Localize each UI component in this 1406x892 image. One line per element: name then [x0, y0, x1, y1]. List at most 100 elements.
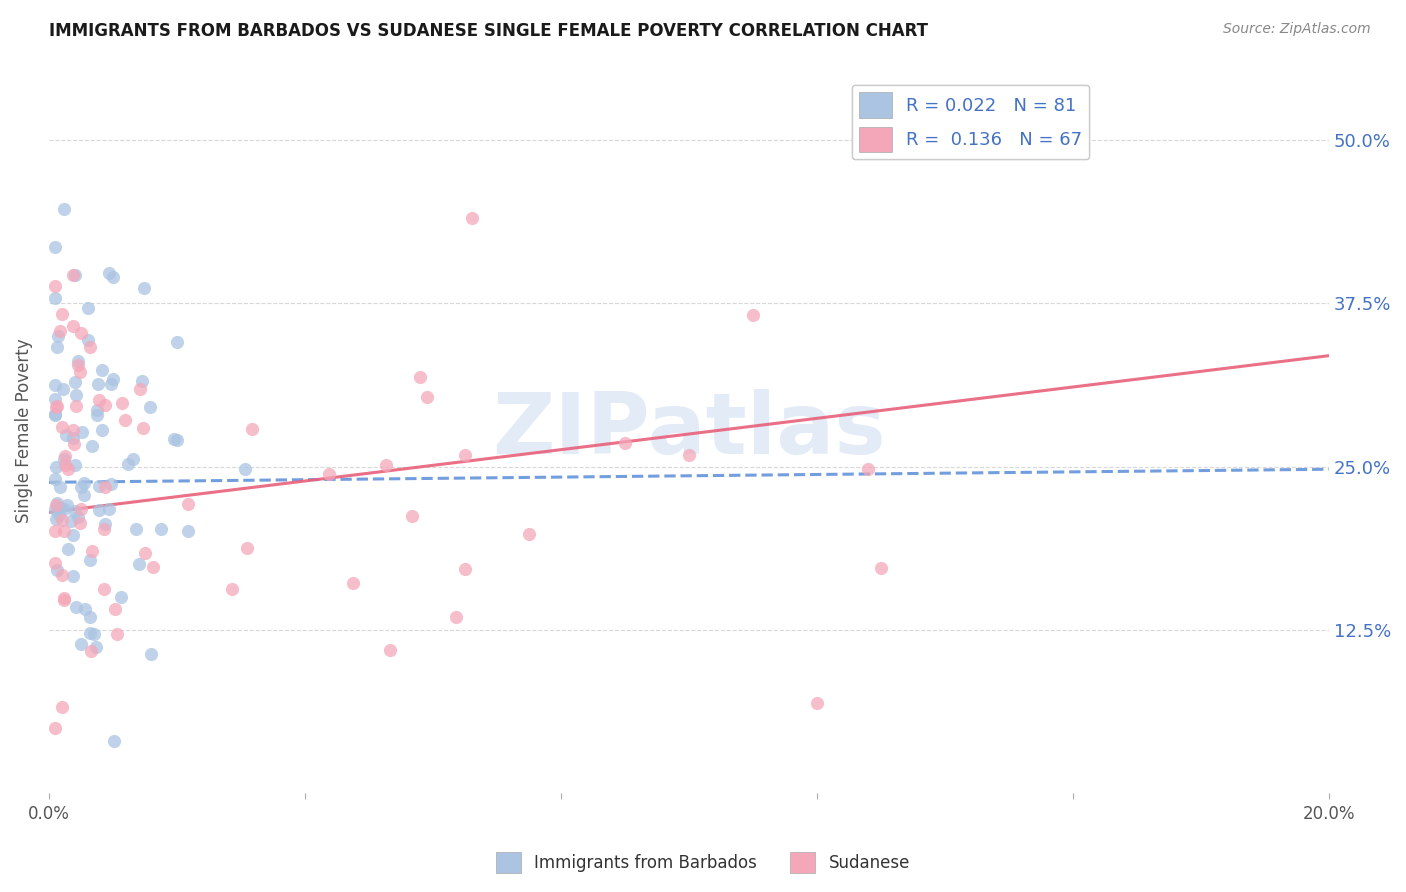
Point [46, 496, 69, 510]
Point [63, 268, 86, 282]
Point [82, 439, 104, 453]
Point [79, 610, 101, 624]
Point [416, 390, 439, 404]
Point [79, 626, 101, 640]
Point [517, 526, 540, 541]
Point [49, 324, 72, 338]
Point [70, 502, 93, 516]
Point [48, 500, 70, 515]
Point [66, 358, 89, 372]
Point [62, 527, 84, 541]
Point [45, 563, 67, 577]
Point [375, 458, 398, 473]
Point [66, 353, 89, 368]
Point [44, 401, 66, 415]
Point [678, 448, 700, 462]
Point [134, 546, 156, 560]
Point [44, 472, 66, 486]
Point [44, 409, 66, 423]
Point [60, 514, 83, 528]
Point [80, 644, 103, 658]
Text: Source: ZipAtlas.com: Source: ZipAtlas.com [1223, 22, 1371, 37]
Point [70, 425, 93, 440]
Point [124, 522, 146, 536]
Point [132, 420, 155, 434]
Point [49, 480, 72, 494]
Point [76, 333, 98, 347]
Point [129, 382, 152, 396]
Point [86, 640, 108, 655]
Point [114, 413, 136, 427]
Point [401, 508, 423, 523]
Point [44, 502, 66, 516]
Point [62, 431, 84, 445]
Point [105, 627, 128, 641]
Point [73, 488, 96, 502]
Legend: Immigrants from Barbados, Sudanese: Immigrants from Barbados, Sudanese [489, 846, 917, 880]
Point [63, 375, 86, 389]
Point [221, 582, 243, 597]
Point [741, 308, 763, 322]
Point [44, 721, 66, 735]
Point [444, 610, 467, 624]
Point [65, 599, 87, 614]
Point [53, 591, 76, 606]
Point [77, 301, 100, 316]
Point [79, 552, 101, 566]
Point [166, 434, 188, 448]
Point [45, 512, 67, 526]
Point [409, 370, 432, 384]
Point [44, 240, 66, 254]
Text: ZIPatlas: ZIPatlas [492, 389, 886, 472]
Point [52, 202, 75, 217]
Point [166, 334, 188, 349]
Point [235, 461, 257, 475]
Point [94, 516, 117, 531]
Point [62, 569, 84, 583]
Point [75, 602, 97, 616]
Point [93, 582, 115, 597]
Point [110, 590, 132, 604]
Point [45, 498, 67, 512]
Point [62, 268, 84, 283]
Point [53, 449, 76, 463]
Point [48, 508, 70, 522]
Point [69, 365, 91, 379]
Point [67, 509, 90, 524]
Point [44, 557, 66, 571]
Point [90, 423, 112, 437]
Point [91, 363, 114, 377]
Point [51, 699, 73, 714]
Point [139, 401, 162, 415]
Point [101, 372, 124, 386]
Point [101, 269, 124, 284]
Point [70, 637, 93, 651]
Point [454, 448, 477, 462]
Text: IMMIGRANTS FROM BARBADOS VS SUDANESE SINGLE FEMALE POVERTY CORRELATION CHART: IMMIGRANTS FROM BARBADOS VS SUDANESE SIN… [49, 22, 928, 40]
Point [69, 326, 91, 340]
Point [52, 452, 75, 467]
Point [79, 340, 101, 354]
Point [46, 399, 69, 413]
Point [869, 560, 891, 574]
Point [65, 458, 87, 473]
Point [62, 319, 84, 334]
Point [98, 502, 121, 516]
Point [128, 557, 150, 571]
Point [52, 524, 75, 539]
Point [122, 452, 145, 467]
Point [93, 522, 115, 536]
Point [87, 376, 110, 391]
Point [131, 374, 153, 388]
Point [163, 432, 186, 446]
Point [56, 499, 79, 513]
Point [73, 475, 96, 490]
Point [44, 407, 66, 421]
Point [104, 602, 127, 616]
Point [98, 266, 121, 280]
Point [45, 340, 67, 354]
Point [44, 392, 66, 406]
Point [46, 329, 69, 343]
Point [86, 408, 108, 422]
Point [83, 627, 105, 641]
